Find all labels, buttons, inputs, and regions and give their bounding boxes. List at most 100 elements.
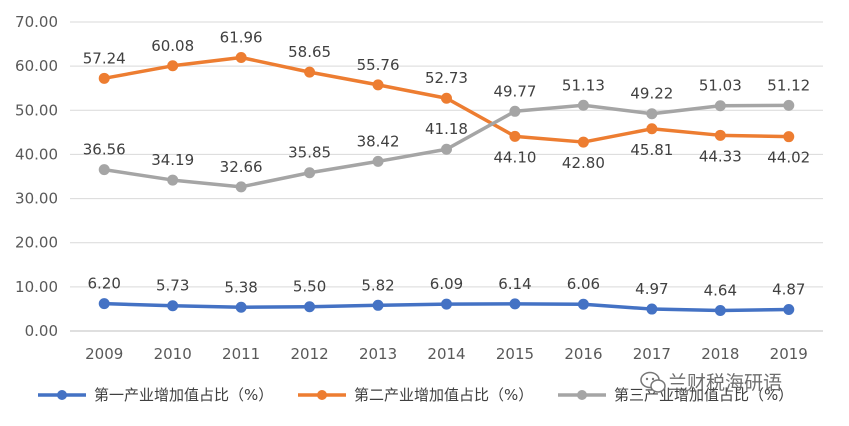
data-label: 4.64: [704, 282, 737, 300]
x-tick-label: 2018: [701, 345, 739, 363]
data-label: 6.14: [498, 275, 531, 293]
data-label: 35.85: [288, 144, 331, 162]
data-label: 5.82: [361, 276, 394, 294]
x-tick-label: 2010: [154, 345, 192, 363]
data-point: [235, 51, 247, 63]
data-label: 61.96: [220, 28, 263, 46]
y-tick-label: 20.00: [15, 234, 58, 252]
data-label: 38.42: [357, 132, 400, 150]
data-label: 49.22: [630, 85, 673, 103]
data-point: [304, 301, 316, 313]
y-tick-label: 50.00: [15, 101, 58, 119]
data-label: 49.77: [493, 82, 536, 100]
data-label: 60.08: [151, 37, 194, 55]
y-tick-label: 30.00: [15, 190, 58, 208]
data-point: [372, 79, 384, 91]
watermark-text: 兰财税海研语: [668, 372, 782, 394]
data-label: 5.50: [293, 278, 326, 296]
y-tick-label: 10.00: [15, 278, 58, 296]
legend-marker: [577, 390, 587, 400]
data-point: [577, 298, 589, 310]
data-label: 51.13: [562, 76, 605, 94]
data-label: 42.80: [562, 154, 605, 172]
x-axis: 2009 2010 2011 2012 2013 2014 2015 2016 2017 2018…: [85, 345, 808, 363]
legend-label: 第二产业增加值占比（%）: [354, 386, 533, 404]
data-label: 44.02: [767, 149, 810, 167]
legend-marker: [317, 390, 327, 400]
x-tick-label: 2016: [564, 345, 602, 363]
wechat-icon: [640, 371, 666, 393]
data-point: [509, 130, 521, 142]
data-label: 55.76: [357, 56, 400, 74]
data-point: [509, 105, 521, 117]
data-label: 57.24: [83, 49, 126, 67]
x-tick-label: 2015: [496, 345, 534, 363]
data-point: [577, 99, 589, 111]
data-point: [441, 143, 452, 155]
data-point: [646, 123, 658, 135]
x-tick-label: 2009: [85, 345, 123, 363]
data-label: 51.03: [699, 77, 742, 95]
data-point: [783, 131, 795, 143]
legend-marker: [57, 390, 67, 400]
data-point: [372, 299, 384, 311]
x-tick-label: 2012: [290, 345, 328, 363]
data-point: [304, 66, 316, 78]
data-label: 45.81: [630, 141, 673, 159]
data-point: [783, 99, 795, 111]
data-point: [235, 301, 247, 313]
data-point: [646, 108, 658, 120]
data-label: 5.38: [224, 278, 257, 296]
data-point: [167, 174, 179, 186]
data-label: 51.12: [767, 76, 810, 94]
data-point: [98, 164, 110, 176]
x-tick-label: 2019: [770, 345, 808, 363]
y-axis: 0.00 10.00 20.00 30.00 40.00 50.00 60.00 70.00: [15, 13, 58, 340]
data-label: 34.19: [151, 151, 194, 169]
data-point: [577, 136, 589, 148]
data-point: [372, 155, 384, 167]
legend: 第一产业增加值占比（%） 第二产业增加值占比（%） 第三产业增加值占比（%）: [38, 386, 793, 404]
y-tick-label: 70.00: [15, 13, 58, 31]
data-point: [441, 92, 452, 104]
data-label: 58.65: [288, 43, 331, 61]
data-point: [98, 72, 110, 84]
data-label: 6.09: [430, 275, 463, 293]
data-point: [167, 60, 179, 72]
x-tick-label: 2011: [222, 345, 260, 363]
data-point: [441, 298, 452, 310]
legend-item: 第二产业增加值占比（%）: [298, 386, 533, 404]
data-point: [304, 167, 316, 179]
data-point: [714, 100, 726, 112]
legend-item: 第一产业增加值占比（%）: [38, 386, 273, 404]
data-point: [783, 304, 795, 316]
data-point: [714, 305, 726, 317]
data-label: 6.06: [567, 275, 600, 293]
data-point: [167, 300, 179, 312]
y-tick-label: 60.00: [15, 57, 58, 75]
data-point: [235, 181, 247, 193]
y-tick-label: 0.00: [25, 322, 58, 340]
data-label: 44.10: [493, 148, 536, 166]
legend-label: 第一产业增加值占比（%）: [94, 386, 273, 404]
data-labels: 6.20 5.73 5.38 5.50 5.82 6.09 6.14 6.06 4.97 4.64…: [83, 28, 810, 299]
watermark: 兰财税海研语: [640, 371, 782, 394]
data-label: 44.33: [699, 147, 742, 165]
data-point: [714, 129, 726, 141]
y-tick-label: 40.00: [15, 145, 58, 163]
data-label: 5.73: [156, 277, 189, 295]
data-point: [509, 298, 521, 310]
data-label: 32.66: [220, 158, 263, 176]
data-label: 4.87: [772, 281, 805, 299]
series-group: [98, 51, 795, 317]
data-label: 36.56: [83, 141, 126, 159]
x-tick-label: 2013: [359, 345, 397, 363]
x-tick-label: 2017: [633, 345, 671, 363]
data-label: 4.97: [635, 280, 668, 298]
data-label: 41.18: [425, 120, 468, 138]
data-label: 52.73: [425, 69, 468, 87]
data-point: [646, 303, 658, 315]
data-label: 6.20: [88, 275, 121, 293]
